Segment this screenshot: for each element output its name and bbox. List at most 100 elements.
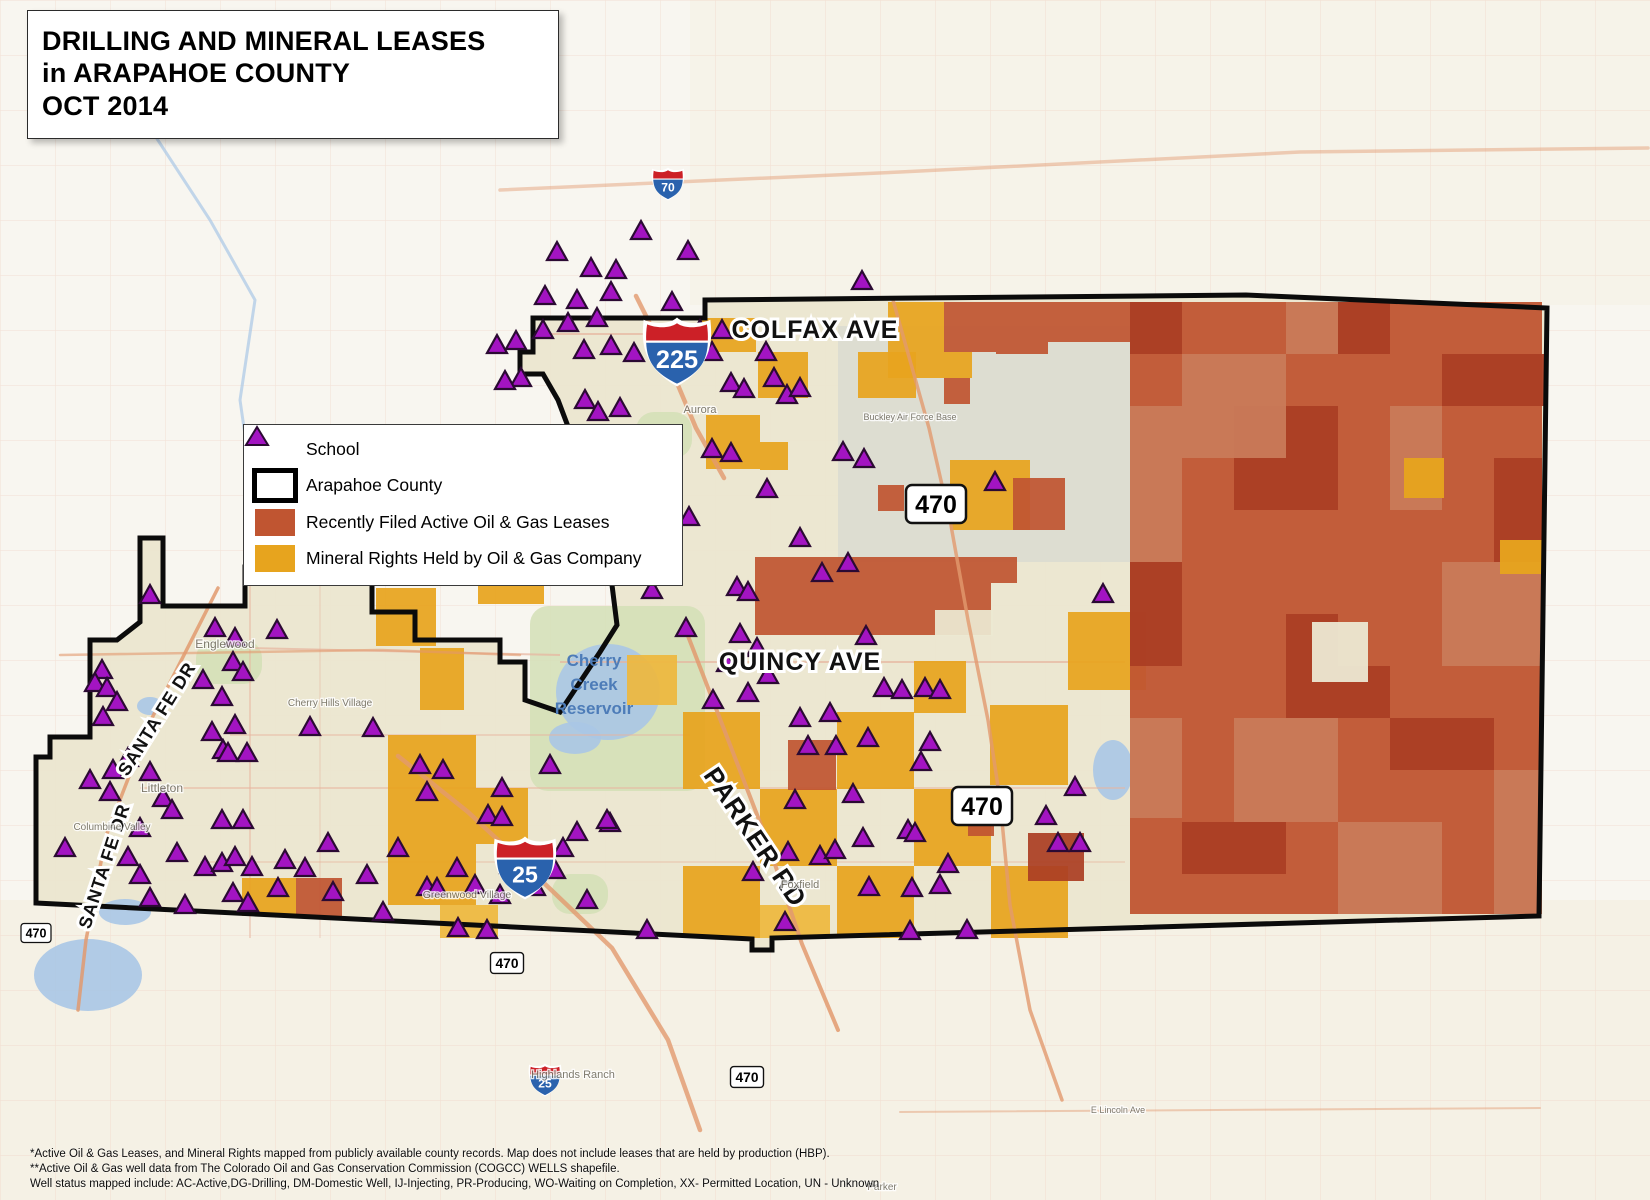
school-marker xyxy=(531,317,555,340)
school-marker xyxy=(445,855,469,878)
school-marker xyxy=(266,875,290,898)
school-marker xyxy=(200,719,224,742)
school-marker xyxy=(756,662,780,685)
school-marker xyxy=(676,238,700,261)
mineral-rights-cell xyxy=(990,705,1068,785)
legend-item-school: School xyxy=(244,425,682,467)
legend-item-county: Arapahoe County xyxy=(244,468,682,504)
school-marker xyxy=(138,582,162,605)
school-marker xyxy=(783,787,807,810)
school-marker xyxy=(850,268,874,291)
place-label: Buckley Air Force Base xyxy=(863,412,956,422)
footnote-line-2: **Active Oil & Gas well data from The Co… xyxy=(30,1163,620,1176)
school-marker xyxy=(216,740,240,763)
road-label: COLFAX AVE xyxy=(732,316,899,344)
school-marker xyxy=(608,395,632,418)
oil-gas-lease-cell xyxy=(1494,770,1542,914)
place-label: Greenwood Village xyxy=(423,889,512,901)
school-marker xyxy=(728,621,752,644)
mineral-rights-cell xyxy=(376,588,436,646)
lake xyxy=(1093,740,1133,800)
oil-gas-lease-cell xyxy=(1286,302,1338,354)
place-label: Cherry Hills Village xyxy=(288,698,373,709)
school-marker xyxy=(573,387,597,410)
mineral-rights-cell xyxy=(837,712,914,789)
title-line-3: OCT 2014 xyxy=(42,90,169,121)
school-marker xyxy=(316,830,340,853)
school-marker xyxy=(538,752,562,775)
mineral-rights-cell xyxy=(420,648,464,710)
school-marker xyxy=(677,504,701,527)
school-marker xyxy=(1091,581,1115,604)
school-marker xyxy=(95,675,119,698)
school-marker xyxy=(918,729,942,752)
mineral-swatch xyxy=(255,545,295,573)
school-marker xyxy=(533,283,557,306)
school-marker xyxy=(509,365,533,388)
school-marker xyxy=(776,839,800,862)
school-marker xyxy=(836,550,860,573)
school-marker xyxy=(240,854,264,877)
school-marker xyxy=(629,218,653,241)
place-label: Aurora xyxy=(683,404,717,416)
school-marker xyxy=(1063,774,1087,797)
oil-gas-lease-cell xyxy=(944,378,970,404)
svg-text:70: 70 xyxy=(661,181,675,195)
footnotes: *Active Oil & Gas Leases, and Mineral Ri… xyxy=(30,1147,879,1193)
oil-gas-lease-cell xyxy=(1338,302,1390,354)
school-marker xyxy=(493,368,517,391)
lake xyxy=(34,939,142,1011)
school-marker xyxy=(818,700,842,723)
school-marker xyxy=(138,759,162,782)
legend-box: School Arapahoe County Recently Filed Ac… xyxy=(243,424,683,586)
school-marker xyxy=(463,872,487,895)
oil-gas-lease-cell xyxy=(996,302,1048,354)
school-marker xyxy=(674,615,698,638)
school-marker xyxy=(701,687,725,710)
mineral-rights-cell xyxy=(944,352,972,378)
school-marker xyxy=(900,875,924,898)
school-marker xyxy=(595,807,619,830)
oil-gas-lease-cell xyxy=(1390,718,1494,770)
school-marker xyxy=(788,375,812,398)
school-marker xyxy=(138,885,162,908)
oil-gas-lease-cell xyxy=(1182,822,1286,874)
school-marker xyxy=(151,785,175,808)
legend-label-lease: Recently Filed Active Oil & Gas Leases xyxy=(306,511,610,532)
school-marker xyxy=(236,890,260,913)
place-label: Englewood xyxy=(195,637,254,651)
school-marker xyxy=(773,909,797,932)
school-marker xyxy=(273,847,297,870)
oil-gas-lease-cell xyxy=(1130,562,1182,666)
school-marker xyxy=(105,689,129,712)
school-marker xyxy=(565,287,589,310)
oil-gas-lease-cell xyxy=(1442,354,1546,406)
school-marker xyxy=(928,677,952,700)
school-marker xyxy=(371,899,395,922)
school-marker xyxy=(235,740,259,763)
mineral-rights-cell xyxy=(760,442,788,470)
svg-text:470: 470 xyxy=(496,956,519,971)
svg-text:470: 470 xyxy=(961,793,1003,821)
water-label: Creek xyxy=(570,675,618,694)
school-marker xyxy=(431,757,455,780)
major-road xyxy=(395,753,703,1133)
mineral-rights-cell xyxy=(1404,458,1444,498)
school-marker xyxy=(788,525,812,548)
school-marker xyxy=(983,469,1007,492)
school-marker xyxy=(796,733,820,756)
school-marker xyxy=(599,333,623,356)
major-road xyxy=(899,1107,1541,1113)
school-marker xyxy=(490,775,514,798)
school-marker xyxy=(754,339,778,362)
place-label: E Lincoln Ave xyxy=(1091,1105,1145,1115)
interstate-shield-25: 25 xyxy=(528,1063,562,1097)
school-marker xyxy=(83,670,107,693)
school-marker xyxy=(854,623,878,646)
footnote-line-3: Well status mapped include: AC-Active,DG… xyxy=(30,1178,880,1191)
oil-gas-lease-cell xyxy=(878,485,904,511)
lease-swatch xyxy=(255,508,295,536)
school-marker xyxy=(710,317,734,340)
school-marker xyxy=(565,819,589,842)
school-marker xyxy=(265,617,289,640)
